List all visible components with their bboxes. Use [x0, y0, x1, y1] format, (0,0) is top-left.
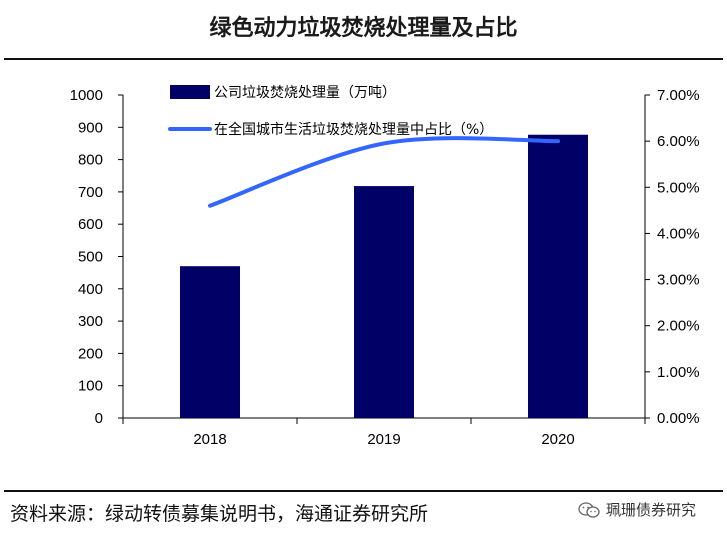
chat-bubble-icon: [578, 501, 600, 518]
y-tick-label-left: 100: [78, 378, 103, 395]
chart-title: 绿色动力垃圾焚烧处理量及占比: [209, 15, 518, 41]
y-tick-label-right: 4.00%: [657, 225, 700, 242]
x-tick-label: 2019: [367, 431, 400, 448]
y-tick-label-right: 2.00%: [657, 318, 700, 335]
y-tick-label-left: 500: [78, 249, 103, 266]
y-tick-label-left: 1000: [70, 87, 103, 104]
y-tick-label-left: 0: [95, 410, 103, 427]
y-tick-label-left: 600: [78, 216, 103, 233]
watermark: 珮珊债券研究: [578, 499, 696, 520]
source-note: 资料来源：绿动转债募集说明书，海通证券研究所: [10, 503, 429, 525]
line-series: [208, 136, 560, 208]
x-tick-label: 2020: [541, 431, 574, 448]
bar-series: [180, 134, 588, 418]
bar: [354, 186, 414, 418]
y-tick-label-left: 900: [78, 119, 103, 136]
chart-axes: 0 100 200 300 400 500 600 700 800 900 1000 0.00% 1.0…: [70, 87, 700, 448]
legend-swatch-bar: [170, 85, 210, 99]
watermark-text: 珮珊债券研究: [606, 502, 697, 519]
chart: 0 100 200 300 400 500 600 700 800 900 1000 0.00% 1.0…: [70, 85, 700, 448]
y-tick-label-left: 200: [78, 345, 103, 362]
bar: [180, 266, 240, 418]
y-tick-label-left: 700: [78, 184, 103, 201]
legend-label-line: 在全国城市生活垃圾焚烧处理量中占比（%）: [214, 121, 493, 138]
y-tick-label-left: 800: [78, 152, 103, 169]
y-tick-label-right: 5.00%: [657, 179, 700, 196]
y-tick-label-right: 3.00%: [657, 272, 700, 289]
x-tick-label: 2018: [193, 431, 226, 448]
y-tick-label-right: 6.00%: [657, 133, 700, 150]
y-tick-label-right: 7.00%: [657, 87, 700, 104]
y-tick-label-left: 400: [78, 281, 103, 298]
footer-divider: [4, 490, 723, 492]
y-tick-label-right: 0.00%: [657, 410, 700, 427]
legend-label-bar: 公司垃圾焚烧处理量（万吨）: [214, 85, 396, 101]
y-tick-label-right: 1.00%: [657, 364, 700, 381]
bar: [528, 134, 588, 418]
series-line: [208, 136, 560, 208]
title-divider: [4, 58, 723, 60]
legend: 公司垃圾焚烧处理量（万吨） 在全国城市生活垃圾焚烧处理量中占比（%）: [168, 85, 493, 138]
y-tick-label-left: 300: [78, 313, 103, 330]
